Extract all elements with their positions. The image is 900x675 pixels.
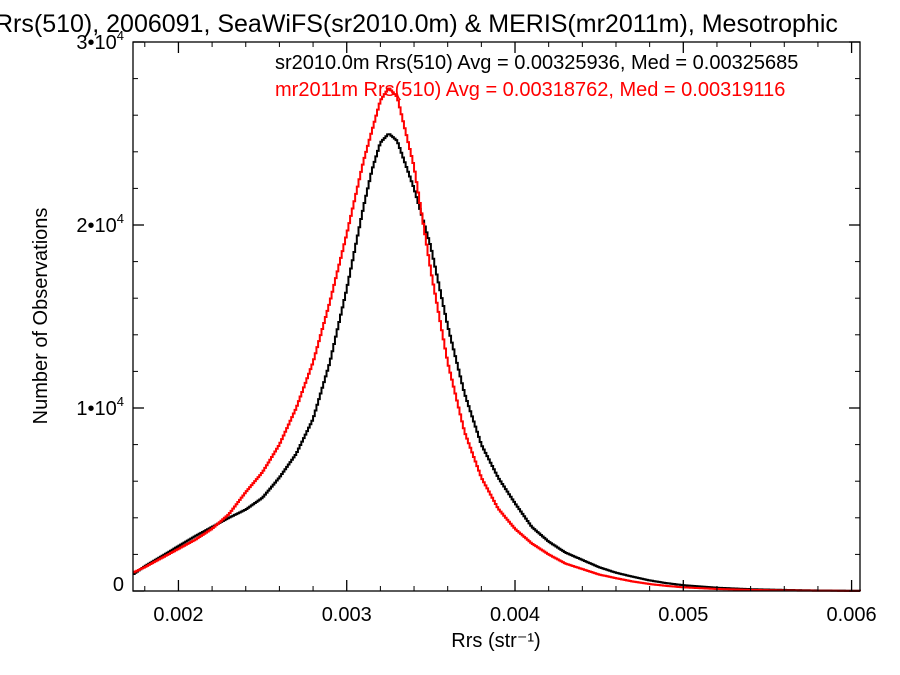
y-axis-label: Number of Observations <box>30 208 52 425</box>
legend: sr2010.0m Rrs(510) Avg = 0.00325936, Med… <box>275 52 798 101</box>
plot-frame <box>132 41 861 592</box>
series-line-mr2011m <box>133 87 861 592</box>
legend-entry-mr2011m: mr2011m Rrs(510) Avg = 0.00318762, Med =… <box>275 79 785 101</box>
y-tick-label: 2•104 <box>76 211 124 237</box>
x-tick-label: 0.002 <box>153 604 203 626</box>
y-tick-label: 0 <box>113 574 124 596</box>
chart-title: Rrs(510), 2006091, SeaWiFS(sr2010.0m) & … <box>0 10 838 38</box>
x-tick-label: 0.005 <box>658 604 708 626</box>
ticks-layer: 0.002 0.003 0.004 0.005 0.006 0 1•104 2•104 3•10… <box>76 28 876 626</box>
series-layer <box>133 87 861 592</box>
x-tick-label: 0.004 <box>490 604 540 626</box>
x-tick-label: 0.006 <box>827 604 877 626</box>
y-tick-label: 1•104 <box>76 394 124 420</box>
x-tick-label: 0.003 <box>322 604 372 626</box>
y-tick-label: 3•104 <box>76 28 124 54</box>
x-axis-label: Rrs (str⁻¹) <box>451 630 540 652</box>
legend-entry-sr2010.0m: sr2010.0m Rrs(510) Avg = 0.00325936, Med… <box>275 52 798 74</box>
